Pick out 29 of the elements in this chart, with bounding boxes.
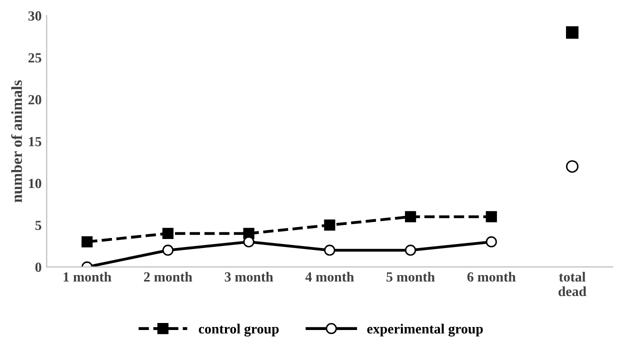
point — [324, 244, 336, 256]
y-tick-label: 5 — [35, 220, 42, 230]
point — [324, 220, 336, 231]
y-tick-label: 0 — [35, 262, 42, 272]
x-tick-label: 5 month — [386, 272, 435, 282]
y-tick-label: 20 — [28, 95, 42, 104]
y-tick-label: 25 — [28, 53, 42, 63]
point — [404, 244, 416, 256]
x-tick-label: 2 month — [144, 272, 192, 282]
y-tick-label: 10 — [29, 178, 42, 188]
point — [162, 244, 174, 256]
point — [162, 228, 174, 240]
point — [82, 236, 93, 248]
point — [404, 211, 416, 222]
x-tick-label: 3 month — [224, 272, 274, 282]
y-tick-label: 30 — [28, 11, 42, 21]
x-tick-label: 4 month — [305, 272, 354, 282]
x-tick-label: 1 month — [64, 272, 112, 282]
point — [486, 211, 497, 222]
point — [243, 236, 254, 248]
x-tick-label: 6 month — [467, 272, 516, 282]
y-tick-label: 15 — [29, 136, 42, 146]
x-tick-label: total dead — [558, 272, 586, 296]
point — [566, 160, 578, 173]
point — [566, 26, 578, 39]
legend-label: control group — [198, 324, 279, 336]
legend-label: experimental group — [367, 324, 483, 336]
y-axis-title: number of animals — [11, 80, 22, 202]
point — [486, 236, 497, 248]
